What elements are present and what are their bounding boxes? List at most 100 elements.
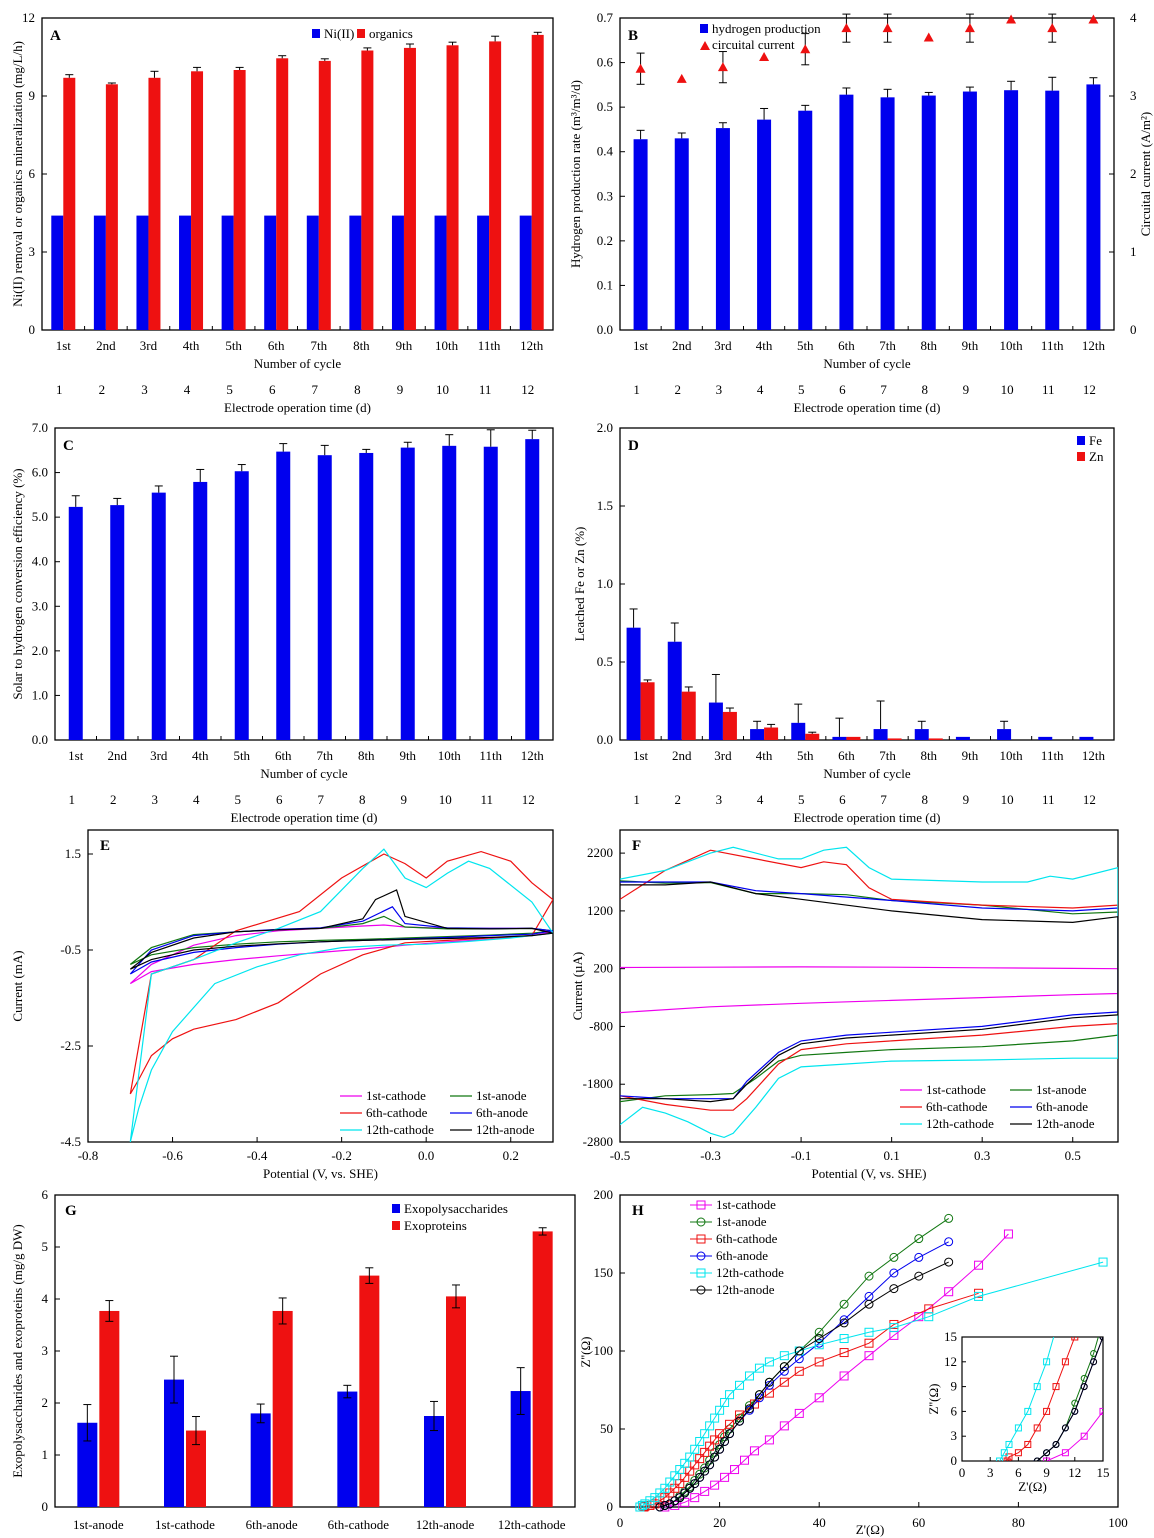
eis-point [680, 1488, 690, 1498]
y2-axis-title: Circuital current (A/m²) [1138, 112, 1153, 236]
eis-point [1043, 1449, 1051, 1457]
y-tick-label: 2200 [587, 845, 613, 860]
x-tick-label: 1st [68, 748, 84, 763]
legend-label: hydrogen production [712, 21, 821, 36]
legend-label: organics [369, 26, 413, 41]
bar-fe [832, 736, 847, 740]
eis-point [690, 1479, 700, 1489]
bar-value [525, 439, 540, 740]
inset-xtick-label: 12 [1068, 1465, 1081, 1480]
eis-point [710, 1435, 720, 1445]
y-axis-title: Leached Fe or Zn (%) [572, 527, 587, 642]
bar-zn [640, 682, 655, 740]
bar-exopolysaccharides [337, 1391, 358, 1507]
inset-ytick-label: 3 [951, 1428, 958, 1443]
bar-organics [403, 47, 416, 331]
bar-organics [105, 84, 118, 330]
current-marker [1088, 14, 1099, 24]
eis-point [1147, 1152, 1153, 1158]
panel-B-ytick-label: 2 [1130, 166, 1137, 181]
panel-A-ytick-label: 3 [29, 244, 36, 259]
bar-exoproteins [446, 1296, 466, 1507]
x-tick-label: 12th [520, 338, 544, 353]
eis-point [1071, 1407, 1079, 1415]
legend-marker [696, 1251, 706, 1261]
legend-label: Fe [1089, 433, 1102, 448]
eis-point [914, 1252, 924, 1262]
eis-point [700, 1447, 710, 1457]
x-tick-label: 0.2 [503, 1148, 519, 1163]
eis-point [814, 1393, 824, 1403]
y-tick-label: 100 [594, 1343, 614, 1358]
bar-value [234, 471, 249, 740]
x2-tick-label: 2 [675, 382, 682, 397]
bar-value [317, 455, 332, 740]
bar-hydrogen-production [1004, 90, 1019, 330]
eis-line-1st-anode [1036, 1337, 1099, 1461]
eis-point [839, 1318, 849, 1328]
panel-C-ytick-label: 2.0 [32, 643, 48, 658]
bar-fe [1038, 736, 1053, 740]
panel-A-ytick-label: 0 [29, 322, 36, 337]
bar-hydrogen-production [633, 139, 648, 330]
x-axis-title: Potential (V, vs. SHE) [263, 1166, 378, 1181]
eis-point [725, 1429, 735, 1439]
eis-point [889, 1252, 899, 1262]
bar-exoproteins [186, 1430, 206, 1507]
inset-y-title: Z''(Ω) [926, 1384, 941, 1415]
x-tick-label: 4th [756, 338, 773, 353]
y-tick-label: 200 [594, 961, 614, 976]
eis-point [1119, 1268, 1125, 1274]
panel-A-ytick-label: 9 [29, 88, 36, 103]
eis-point [675, 1493, 685, 1503]
bar-fe [667, 641, 682, 740]
eis-point [1053, 1326, 1059, 1332]
eis-point [1000, 1449, 1008, 1457]
legend-label: Exopolysaccharides [404, 1201, 508, 1216]
panel-B-ytick-label: 3 [1130, 88, 1137, 103]
bar-organics [233, 70, 246, 330]
eis-point [1100, 1152, 1106, 1158]
eis-point [1014, 1449, 1022, 1457]
panel-D: D 0.0 0.5 1.0 1.5 2.0 1st 1 2nd 2 3rd 3 4th 4 5th 5 6th 6… [572, 420, 1115, 825]
x-tick-label: 5th [233, 748, 250, 763]
eis-point [665, 1477, 675, 1487]
eis-point [996, 1457, 1004, 1461]
inset-xtick-label: 9 [1043, 1465, 1050, 1480]
x-tick-label: 80 [1012, 1515, 1025, 1530]
bar-organics [489, 41, 502, 331]
bar-zn [805, 733, 820, 740]
eis-point [705, 1460, 715, 1470]
x-tick-label: 3rd [714, 748, 732, 763]
bar-organics [318, 60, 331, 331]
current-marker [882, 23, 893, 33]
eis-point [1081, 1227, 1087, 1233]
bar-ni-ii- [136, 215, 149, 330]
eis-point [764, 1435, 774, 1445]
x-tick-label: 1st-anode [73, 1517, 124, 1532]
eis-point [1043, 1407, 1051, 1415]
eis-point [779, 1421, 789, 1431]
bar-ni-ii- [349, 215, 362, 330]
x-tick-label: 6th [275, 748, 292, 763]
legend-marker [696, 1285, 706, 1295]
panel-B-ytick-label: 0.1 [597, 277, 613, 292]
y-tick-label: 50 [600, 1421, 613, 1436]
bar-organics [191, 71, 204, 331]
bar-fe [708, 702, 723, 740]
bar-organics [276, 58, 289, 331]
x-tick-label: -0.3 [700, 1148, 721, 1163]
bar-organics [361, 50, 374, 330]
bar-value [193, 481, 208, 740]
x2-tick-label: 9 [397, 382, 404, 397]
bar-exoproteins [359, 1275, 380, 1507]
panel-G-ytick-label: 6 [42, 1187, 49, 1202]
cv-curve-6th-cathode [620, 849, 1118, 1111]
eis-point [680, 1497, 690, 1507]
bar-hydrogen-production [1086, 84, 1101, 330]
bar-exopolysaccharides [77, 1422, 98, 1507]
eis-point [735, 1416, 745, 1426]
bar-exoproteins [272, 1310, 293, 1507]
eis-point [695, 1454, 705, 1464]
panel-C-ytick-label: 7.0 [32, 420, 48, 435]
